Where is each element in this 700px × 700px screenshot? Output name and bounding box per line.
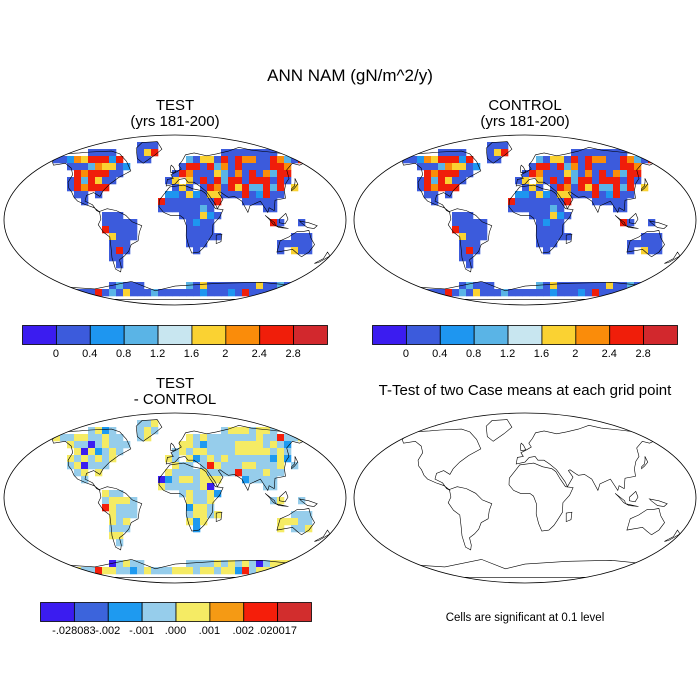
colorbar-swatch — [175, 602, 211, 622]
colorbar-swatch — [22, 325, 57, 345]
colorbar-swatch — [225, 325, 261, 345]
colorbar-swatch — [191, 325, 227, 345]
colorbar-tick-label: .000 — [164, 625, 187, 637]
grid-cells — [53, 420, 313, 575]
colorbar-swatch — [575, 325, 611, 345]
colorbar-tick-label: 2 — [222, 348, 229, 360]
colorbar-tick-label: -.028083 — [52, 625, 96, 637]
colorbar-swatch — [157, 325, 193, 345]
ttest-map — [353, 412, 697, 584]
test-subtitle: (yrs 181-200) — [130, 113, 220, 130]
coastlines — [399, 419, 681, 578]
test-title: TEST — [155, 97, 195, 114]
colorbar-tick-label: 0 — [52, 348, 59, 360]
colorbar-tick-label: 0.8 — [116, 348, 132, 360]
control-subtitle: (yrs 181-200) — [480, 113, 570, 130]
colorbar-tick-label: 2.8 — [635, 348, 651, 360]
coastlines — [399, 141, 681, 300]
test-colorbar-labels: 0 0.4 0.8 1.2 1.6 2 2.4 2.8 — [22, 348, 328, 362]
control-panel-title: CONTROL (yrs 181-200) — [425, 98, 625, 130]
colorbar-tick-label: 1.6 — [183, 348, 200, 360]
diff-map-content — [49, 419, 331, 578]
test-map-content — [49, 141, 331, 300]
colorbar-swatch — [507, 325, 543, 345]
grid-cells — [403, 142, 663, 297]
colorbar-swatch — [405, 325, 441, 345]
colorbar-swatch — [55, 325, 91, 345]
colorbar-tick-label: 0.4 — [82, 348, 98, 360]
ttest-map-content — [399, 419, 681, 578]
colorbar-swatch — [609, 325, 645, 345]
coastlines — [49, 419, 331, 578]
colorbar-swatch — [293, 325, 328, 345]
colorbar-tick-label: 0.8 — [466, 348, 482, 360]
map-border — [353, 412, 697, 584]
test-map — [3, 134, 347, 306]
map-border — [3, 134, 347, 306]
colorbar-tick-label: 1.6 — [533, 348, 550, 360]
colorbar-tick-label: 2.4 — [601, 348, 617, 360]
colorbar-swatch — [277, 602, 312, 622]
colorbar-swatch — [40, 602, 75, 622]
significance-note: Cells are significant at 0.1 level — [445, 612, 605, 624]
colorbar-swatch — [541, 325, 577, 345]
colorbar-tick-label: 2 — [572, 348, 579, 360]
colorbar-tick-label: .002 — [232, 625, 254, 637]
colorbar-swatch — [89, 325, 125, 345]
colorbar-tick-label: .001 — [198, 625, 221, 637]
colorbar-swatch — [209, 602, 245, 622]
colorbar-swatch — [473, 325, 509, 345]
colorbar-tick-label: 2.8 — [285, 348, 301, 360]
diff-map — [3, 412, 347, 584]
map-border — [353, 134, 697, 306]
colorbar-swatch — [643, 325, 678, 345]
test-colorbar — [22, 325, 328, 345]
map-border — [3, 412, 347, 584]
grid-cells — [53, 142, 313, 297]
colorbar-tick-label: 1.2 — [149, 348, 166, 360]
control-colorbar-labels: 0 0.4 0.8 1.2 1.6 2 2.4 2.8 — [372, 348, 678, 362]
colorbar-swatch — [372, 325, 407, 345]
control-colorbar — [372, 325, 678, 345]
colorbar-swatch — [107, 602, 143, 622]
diff-panel-title: TEST - CONTROL — [75, 376, 275, 408]
colorbar-tick-label: -.002 — [95, 625, 121, 637]
diff-subtitle: - CONTROL — [133, 391, 217, 408]
colorbar-tick-label: -.001 — [129, 625, 155, 637]
diff-colorbar-labels: -.028083 -.002 -.001 .000 .001 .002.020017 — [40, 625, 312, 639]
colorbar-swatch — [439, 325, 475, 345]
ttest-panel-title: T-Test of two Case means at each grid po… — [378, 382, 672, 399]
colorbar-swatch — [73, 602, 109, 622]
colorbar-swatch — [259, 325, 295, 345]
control-map — [353, 134, 697, 306]
colorbar-swatch — [243, 602, 279, 622]
coastlines — [49, 141, 331, 300]
colorbar-tick-label: .020017 — [257, 625, 298, 637]
diff-colorbar — [40, 602, 312, 622]
colorbar-tick-label: 0.4 — [432, 348, 448, 360]
colorbar-swatch — [141, 602, 177, 622]
colorbar-tick-label: 1.2 — [499, 348, 516, 360]
colorbar-tick-label: 2.4 — [251, 348, 267, 360]
main-title: ANN NAM (gN/m^2/y) — [267, 66, 433, 85]
diff-title: TEST — [155, 375, 195, 392]
control-map-content — [399, 141, 681, 300]
colorbar-tick-label: 0 — [402, 348, 409, 360]
control-title: CONTROL — [488, 97, 562, 114]
colorbar-swatch — [123, 325, 159, 345]
test-panel-title: TEST (yrs 181-200) — [75, 98, 275, 130]
